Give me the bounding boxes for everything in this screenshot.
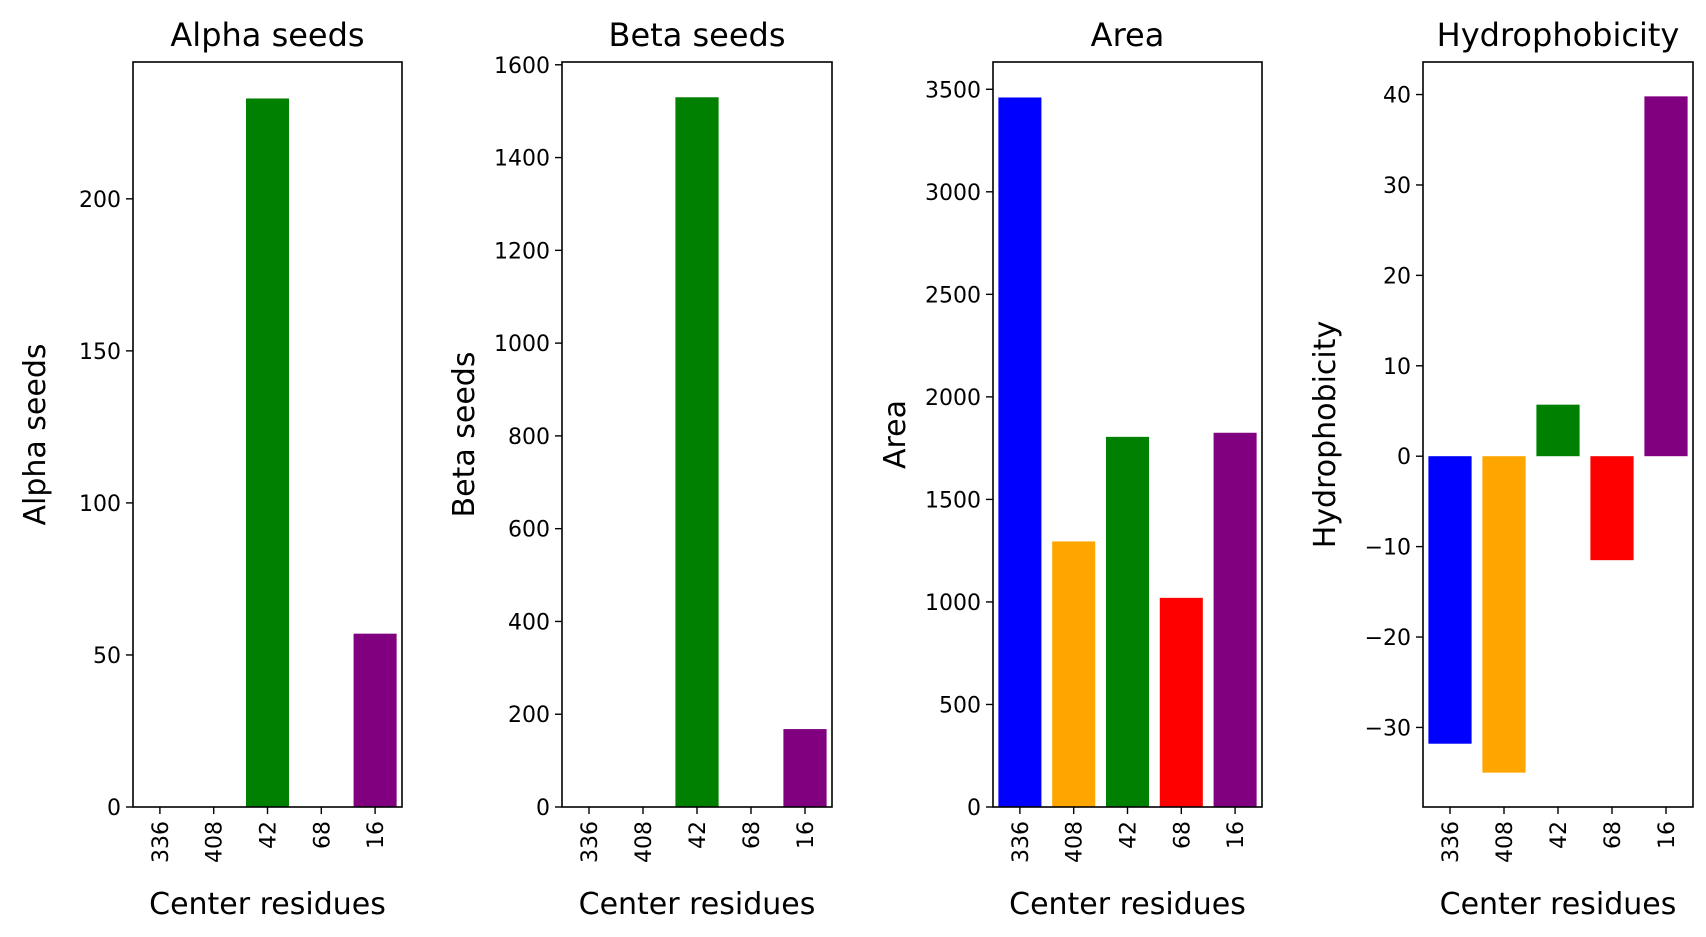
x-axis-label: Center residues bbox=[1440, 887, 1677, 922]
y-tick-label: 10 bbox=[1383, 355, 1411, 380]
x-tick-label: 68 bbox=[1170, 821, 1195, 849]
y-tick-label: 2500 bbox=[925, 283, 981, 308]
y-tick-label: 0 bbox=[967, 796, 981, 821]
x-tick-label: 16 bbox=[794, 821, 819, 849]
y-tick-label: 50 bbox=[93, 644, 121, 669]
bar-42 bbox=[1536, 404, 1580, 457]
x-axis-label: Center residues bbox=[149, 887, 386, 922]
chart-panel-area: Area Area Center residues 0 500 1000 1500 20… bbox=[878, 16, 1263, 922]
bar-16 bbox=[783, 729, 827, 807]
x-tick-label: 408 bbox=[1063, 821, 1088, 863]
y-tick-label: 1000 bbox=[925, 591, 981, 616]
x-tick-label: 42 bbox=[1547, 821, 1572, 849]
x-tick-label: 42 bbox=[686, 821, 711, 849]
x-tick-label: 16 bbox=[1224, 821, 1249, 849]
x-tick-label: 408 bbox=[632, 821, 657, 863]
y-axis-label: Alpha seeds bbox=[18, 343, 53, 525]
bar-42 bbox=[1105, 436, 1150, 807]
chart-panel-hydrophobicity: Hydrophobicity Hydrophobicity Center res… bbox=[1308, 16, 1694, 922]
bar-16 bbox=[1213, 432, 1257, 807]
x-tick-label: 408 bbox=[1493, 821, 1518, 863]
bar-42 bbox=[675, 97, 719, 807]
x-tick-label: 408 bbox=[203, 821, 228, 863]
y-tick-label: 1200 bbox=[494, 239, 550, 264]
y-axis-label: Area bbox=[878, 400, 913, 469]
y-tick-label: −30 bbox=[1365, 716, 1411, 741]
y-tick-label: 3500 bbox=[925, 78, 981, 103]
x-tick-label: 336 bbox=[1439, 821, 1464, 863]
x-tick-label: 68 bbox=[310, 821, 335, 849]
y-tick-label: 1000 bbox=[494, 332, 550, 357]
x-tick-label: 42 bbox=[1117, 821, 1142, 849]
x-tick-label: 68 bbox=[740, 821, 765, 849]
y-tick-label: 800 bbox=[508, 425, 550, 450]
y-tick-label: 30 bbox=[1383, 174, 1411, 199]
y-tick-label: 0 bbox=[536, 796, 550, 821]
y-tick-label: 2000 bbox=[925, 386, 981, 411]
y-tick-label: 0 bbox=[1397, 445, 1411, 470]
chart-title: Alpha seeds bbox=[170, 16, 364, 54]
y-axis-label: Hydrophobicity bbox=[1308, 321, 1343, 549]
x-tick-label: 42 bbox=[257, 821, 282, 849]
y-tick-label: 1500 bbox=[925, 488, 981, 513]
bar-16 bbox=[1644, 96, 1688, 457]
chart-panel-beta-seeds: Beta seeds Beta seeds Center residues 0 2… bbox=[447, 16, 833, 922]
x-tick-label: 336 bbox=[1009, 821, 1034, 863]
bar-68 bbox=[1590, 456, 1634, 561]
y-tick-label: 0 bbox=[107, 796, 121, 821]
y-tick-label: 500 bbox=[939, 693, 981, 718]
bar-42 bbox=[245, 98, 290, 808]
x-tick-label: 16 bbox=[364, 821, 389, 849]
y-axis-label: Beta seeds bbox=[447, 352, 482, 518]
y-tick-label: 40 bbox=[1383, 84, 1411, 109]
chart-panel-alpha-seeds: Alpha seeds Alpha seeds Center residues … bbox=[18, 16, 403, 922]
chart-title: Hydrophobicity bbox=[1437, 16, 1680, 54]
bar-68 bbox=[1159, 597, 1203, 807]
y-tick-label: 200 bbox=[79, 188, 121, 213]
x-tick-label: 16 bbox=[1655, 821, 1680, 849]
y-tick-label: −20 bbox=[1365, 626, 1411, 651]
chart-title: Area bbox=[1091, 16, 1165, 54]
y-tick-label: −10 bbox=[1365, 536, 1411, 561]
chart-title: Beta seeds bbox=[609, 16, 786, 54]
y-tick-label: 400 bbox=[508, 610, 550, 635]
x-axis-label: Center residues bbox=[1009, 887, 1246, 922]
bar-336 bbox=[998, 97, 1042, 808]
bar-16 bbox=[353, 633, 397, 807]
y-tick-label: 150 bbox=[79, 340, 121, 365]
y-tick-label: 1400 bbox=[494, 147, 550, 172]
bar-408 bbox=[1052, 541, 1096, 807]
y-tick-label: 200 bbox=[508, 703, 550, 728]
bar-336 bbox=[1428, 456, 1472, 744]
x-tick-label: 336 bbox=[149, 821, 174, 863]
y-tick-label: 3000 bbox=[925, 181, 981, 206]
x-tick-label: 68 bbox=[1601, 821, 1626, 849]
y-tick-label: 100 bbox=[79, 492, 121, 517]
x-tick-label: 336 bbox=[578, 821, 603, 863]
y-tick-label: 20 bbox=[1383, 264, 1411, 289]
x-axis-label: Center residues bbox=[579, 887, 816, 922]
y-tick-label: 1600 bbox=[494, 54, 550, 79]
bar-408 bbox=[1482, 456, 1526, 773]
y-tick-label: 600 bbox=[508, 518, 550, 543]
